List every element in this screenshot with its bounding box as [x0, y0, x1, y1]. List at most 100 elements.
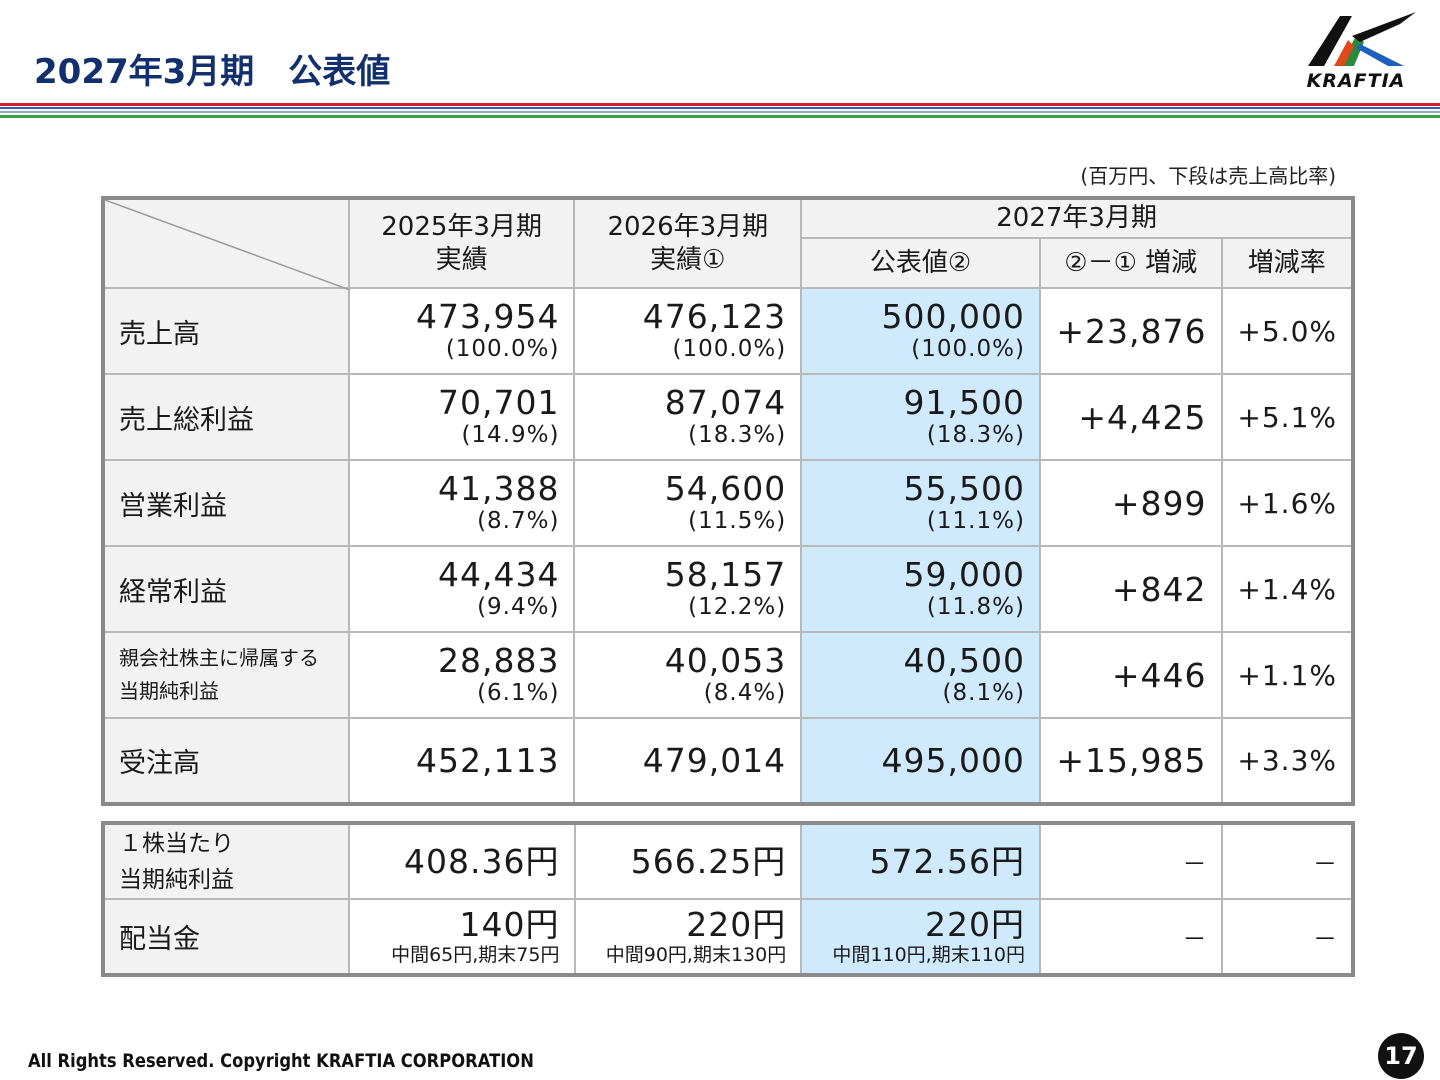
value: 41,388	[438, 469, 560, 508]
header-rate: 増減率	[1220, 237, 1354, 289]
value: 479,014	[642, 740, 787, 780]
cell-diff: +15,985	[1038, 717, 1223, 805]
ratio: (8.4%)	[703, 680, 787, 706]
ratio: (11.5%)	[688, 508, 787, 534]
cell-fy2027: 55,500 (11.1%)	[800, 459, 1041, 547]
cell-fy2025: 70,701 (14.9%)	[347, 373, 576, 461]
per-share-table: １株当たり 当期純利益 408.36円 566.25円 572.56円 － － …	[101, 821, 1355, 977]
value: 91,500	[903, 383, 1025, 422]
value: 59,000	[903, 555, 1025, 594]
row-label-line1: １株当たり	[119, 830, 234, 857]
ratio: (9.4%)	[477, 594, 560, 620]
value: 220円	[924, 904, 1025, 944]
header-fy2025-period: 2025年3月期	[381, 211, 542, 242]
row-label-net-sales: 売上高	[102, 287, 350, 375]
table-row: 売上高 473,954 (100.0%) 476,123 (100.0%) 500,…	[102, 287, 1354, 375]
cell-fy2027: 572.56円	[800, 822, 1041, 900]
table-row: 売上総利益 70,701 (14.9%) 87,074 (18.3%) 91,500…	[102, 373, 1354, 461]
value: 220円	[686, 904, 787, 944]
row-label-net-income: 親会社株主に帰属する 当期純利益	[102, 631, 350, 719]
table-row: 営業利益 41,388 (8.7%) 54,600 (11.5%) 55,500 (1…	[102, 459, 1354, 547]
table-row: １株当たり 当期純利益 408.36円 566.25円 572.56円 － －	[102, 822, 1355, 900]
value: 40,500	[903, 641, 1025, 680]
ratio: (8.1%)	[942, 680, 1025, 706]
cell-rate: +5.1%	[1220, 373, 1354, 461]
header-forecast: 公表値②	[800, 237, 1041, 289]
table-row: 親会社株主に帰属する 当期純利益 28,883 (6.1%) 40,053 (8.4…	[102, 631, 1354, 719]
page-number: 17	[1378, 1033, 1424, 1079]
cell-fy2025: 473,954 (100.0%)	[347, 287, 576, 375]
header-stripe-blue	[0, 107, 1440, 109]
row-label-orders: 受注高	[102, 717, 350, 805]
cell-rate: +1.6%	[1220, 459, 1354, 547]
cell-diff: －	[1038, 898, 1223, 976]
cell-fy2025: 408.36円	[347, 822, 576, 900]
cell-fy2025: 41,388 (8.7%)	[347, 459, 576, 547]
cell-fy2027: 500,000 (100.0%)	[800, 287, 1041, 375]
header-fy2026: 2026年3月期 実績①	[573, 197, 803, 289]
cell-fy2027: 59,000 (11.8%)	[800, 545, 1041, 633]
ratio: (11.8%)	[926, 594, 1025, 620]
header-fy2025-type: 実績	[435, 244, 488, 275]
cell-diff: +23,876	[1038, 287, 1223, 375]
header-fy2025: 2025年3月期 実績	[347, 197, 576, 289]
value: 55,500	[903, 469, 1025, 508]
cell-fy2026: 220円 中間90円,期末130円	[573, 898, 803, 976]
cell-diff: －	[1038, 822, 1223, 900]
header-fy2026-period: 2026年3月期	[607, 211, 769, 242]
header-fy2026-type: 実績①	[650, 244, 726, 275]
table-row: 受注高 452,113 479,014 495,000 +15,985 +3.3…	[102, 717, 1354, 805]
corner-cell	[102, 197, 350, 290]
table-row: 経常利益 44,434 (9.4%) 58,157 (12.2%) 59,000 (1…	[102, 545, 1354, 633]
cell-fy2026: 479,014	[573, 717, 803, 805]
table-row: 配当金 140円 中間65円,期末75円 220円 中間90円,期末130円 220…	[102, 898, 1355, 976]
row-label-line1: 親会社株主に帰属する	[119, 646, 319, 670]
value: 28,883	[438, 641, 560, 680]
ratio: (18.3%)	[688, 422, 787, 448]
value: 408.36円	[404, 841, 560, 881]
ratio: (100.0%)	[911, 336, 1025, 362]
cell-diff: +446	[1038, 631, 1223, 719]
cell-fy2027: 495,000	[800, 717, 1041, 805]
value: 44,434	[438, 555, 560, 594]
page-title: 2027年3月期 公表値	[34, 52, 391, 92]
value: 140円	[459, 904, 560, 944]
value: 58,157	[664, 555, 787, 594]
row-label-eps: １株当たり 当期純利益	[102, 822, 350, 900]
header-fy2027: 2027年3月期	[800, 197, 1354, 239]
header-diff: ②－① 増減	[1038, 237, 1223, 289]
cell-fy2027: 91,500 (18.3%)	[800, 373, 1041, 461]
value: 476,123	[642, 297, 787, 336]
value: 70,701	[438, 383, 560, 422]
row-label-line2: 当期純利益	[119, 679, 219, 703]
copyright-footer: All Rights Reserved. Copyright KRAFTIA C…	[28, 1050, 534, 1072]
cell-fy2027: 220円 中間110円,期末110円	[800, 898, 1041, 976]
cell-fy2026: 54,600 (11.5%)	[573, 459, 803, 547]
ratio: (11.1%)	[926, 508, 1025, 534]
diagonal-line	[105, 200, 350, 290]
cell-fy2027: 40,500 (8.1%)	[800, 631, 1041, 719]
row-label-line2: 当期純利益	[119, 866, 234, 893]
value: 500,000	[881, 297, 1025, 336]
dividend-breakdown: 中間90円,期末130円	[605, 943, 787, 966]
header-row-2: 公表値② ②－① 増減 増減率	[103, 237, 1354, 289]
ratio: (12.2%)	[688, 594, 787, 620]
value: 566.25円	[630, 841, 787, 881]
cell-rate: +1.1%	[1220, 631, 1354, 719]
cell-rate: +3.3%	[1220, 717, 1354, 805]
cell-fy2025: 28,883 (6.1%)	[347, 631, 576, 719]
cell-fy2026: 87,074 (18.3%)	[573, 373, 803, 461]
ratio: (8.7%)	[477, 508, 560, 534]
cell-diff: +842	[1038, 545, 1223, 633]
ratio: (100.0%)	[672, 336, 787, 362]
header-row-1: 2025年3月期 実績 2026年3月期 実績① 2027年3月期	[102, 197, 1354, 290]
value: 452,113	[416, 740, 560, 780]
value: 572.56円	[869, 841, 1025, 881]
dividend-breakdown: 中間110円,期末110円	[832, 943, 1025, 966]
value: 87,074	[664, 383, 787, 422]
value: 40,053	[664, 641, 787, 680]
cell-fy2025: 140円 中間65円,期末75円	[347, 898, 576, 976]
header-stripe-gray	[0, 111, 1440, 113]
cell-diff: +4,425	[1038, 373, 1223, 461]
cell-fy2026: 566.25円	[573, 822, 803, 900]
